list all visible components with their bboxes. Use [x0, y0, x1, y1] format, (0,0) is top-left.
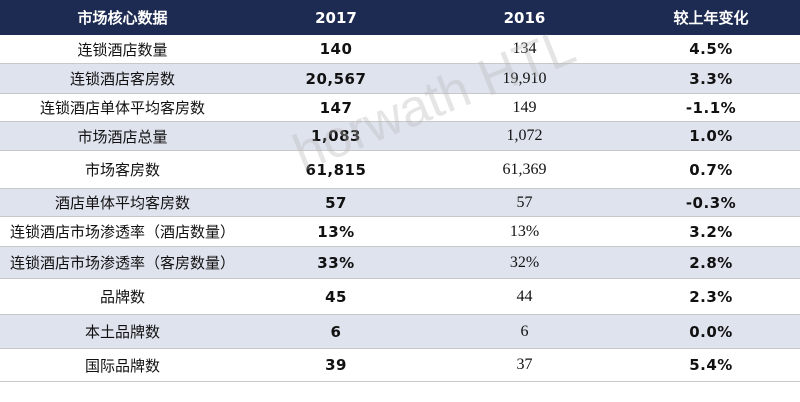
value-change: 2.3% — [622, 279, 800, 315]
value-change: 5.4% — [622, 349, 800, 382]
value-2016: 61,369 — [427, 151, 622, 189]
value-2017: 57 — [245, 189, 427, 217]
value-2017: 140 — [245, 35, 427, 64]
value-2016: 134 — [427, 35, 622, 64]
row-label: 品牌数 — [0, 279, 245, 315]
row-label: 市场酒店总量 — [0, 122, 245, 151]
value-change: 3.2% — [622, 217, 800, 247]
value-change: 0.0% — [622, 315, 800, 349]
value-2017: 20,567 — [245, 64, 427, 94]
row-label: 酒店单体平均客房数 — [0, 189, 245, 217]
value-2016: 44 — [427, 279, 622, 315]
row-label: 市场客房数 — [0, 151, 245, 189]
row-label: 连锁酒店客房数 — [0, 64, 245, 94]
header-metric: 市场核心数据 — [0, 0, 245, 35]
value-2017: 45 — [245, 279, 427, 315]
value-2016: 32% — [427, 247, 622, 279]
value-2017: 1,083 — [245, 122, 427, 151]
value-2017: 33% — [245, 247, 427, 279]
value-2016: 6 — [427, 315, 622, 349]
value-change: 2.8% — [622, 247, 800, 279]
value-2017: 13% — [245, 217, 427, 247]
value-2016: 57 — [427, 189, 622, 217]
value-change: -1.1% — [622, 94, 800, 122]
value-change: 4.5% — [622, 35, 800, 64]
header-change: 较上年变化 — [622, 0, 800, 35]
value-change: 1.0% — [622, 122, 800, 151]
value-2017: 61,815 — [245, 151, 427, 189]
value-2017: 39 — [245, 349, 427, 382]
row-label: 本土品牌数 — [0, 315, 245, 349]
row-label: 连锁酒店单体平均客房数 — [0, 94, 245, 122]
value-change: 0.7% — [622, 151, 800, 189]
value-2017: 147 — [245, 94, 427, 122]
value-2016: 1,072 — [427, 122, 622, 151]
value-2016: 19,910 — [427, 64, 622, 94]
value-2017: 6 — [245, 315, 427, 349]
value-2016: 149 — [427, 94, 622, 122]
header-2017: 2017 — [245, 0, 427, 35]
value-2016: 37 — [427, 349, 622, 382]
header-2016: 2016 — [427, 0, 622, 35]
row-label: 连锁酒店市场渗透率（客房数量） — [0, 247, 245, 279]
value-change: 3.3% — [622, 64, 800, 94]
row-label: 连锁酒店数量 — [0, 35, 245, 64]
row-label: 连锁酒店市场渗透率（酒店数量） — [0, 217, 245, 247]
value-2016: 13% — [427, 217, 622, 247]
value-change: -0.3% — [622, 189, 800, 217]
row-label: 国际品牌数 — [0, 349, 245, 382]
